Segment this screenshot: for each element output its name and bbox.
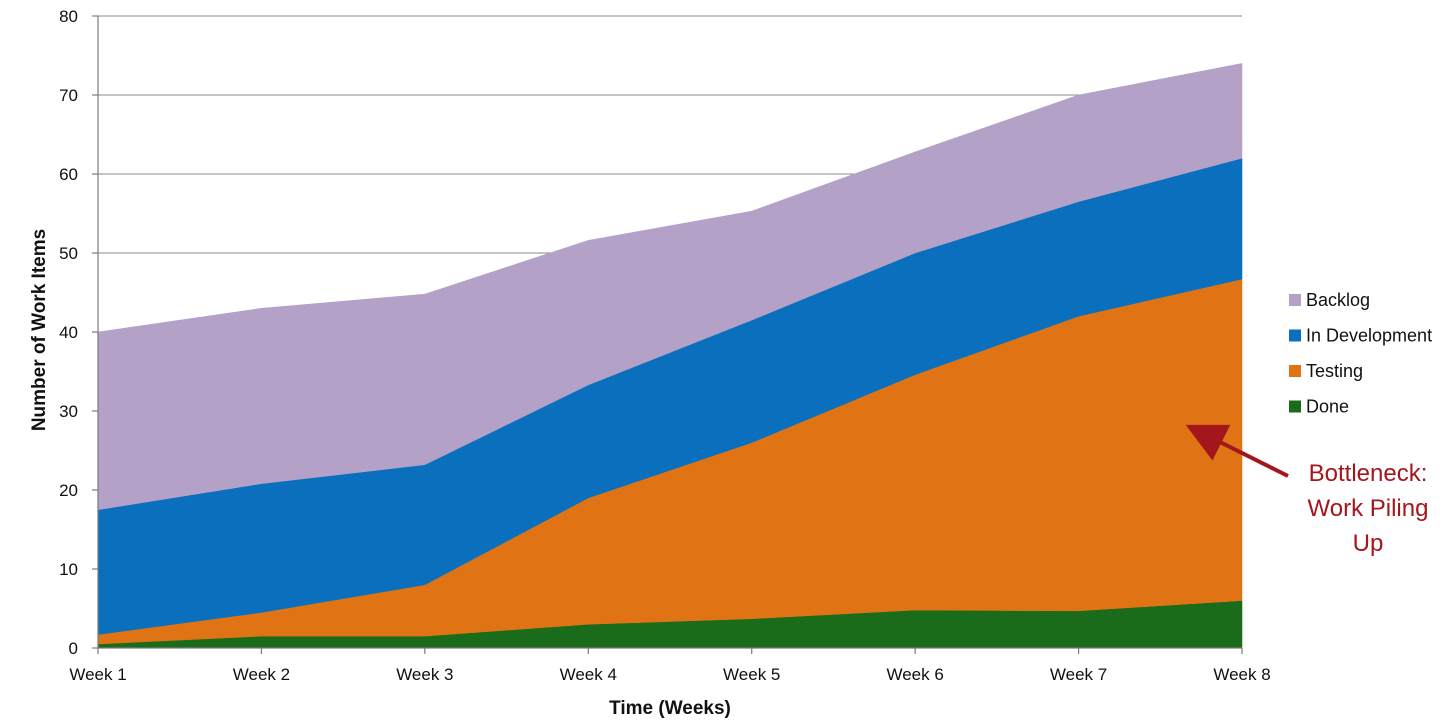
- x-tick-label: Week 2: [233, 665, 290, 684]
- y-axis-title: Number of Work Items: [29, 229, 50, 431]
- y-tick-label: 20: [59, 481, 78, 500]
- annotation-line-3: Up: [1353, 530, 1384, 557]
- x-tick-labels: Week 1 Week 2 Week 3 Week 4 Week 5 Week 6 Week…: [69, 665, 1270, 684]
- legend-swatch-testing: [1289, 365, 1301, 377]
- axes: [92, 15, 1243, 654]
- x-tick-label: Week 1: [69, 665, 126, 684]
- y-tick-labels: 0 10 20 30 40 50 60 70 80: [59, 7, 78, 658]
- legend-label-testing: Testing: [1306, 361, 1363, 381]
- legend-swatch-done: [1289, 400, 1301, 413]
- bottleneck-annotation: Bottleneck: Work Piling Up: [1185, 424, 1429, 557]
- area-backlog: [97, 63, 1243, 511]
- x-tick-label: Week 6: [886, 665, 943, 684]
- annotation-line-2: Work Piling: [1308, 495, 1429, 522]
- y-tick-label: 60: [59, 165, 78, 184]
- legend-swatch-in-development: [1289, 329, 1301, 342]
- x-axis-title: Time (Weeks): [609, 698, 731, 719]
- y-tick-label: 0: [69, 639, 78, 658]
- y-tick-label: 40: [59, 323, 78, 342]
- y-tick-label: 50: [59, 244, 78, 263]
- annotation-arrow: [1185, 424, 1289, 478]
- legend-label-done: Done: [1306, 397, 1349, 417]
- y-tick-label: 30: [59, 402, 78, 421]
- y-tick-label: 10: [59, 560, 78, 579]
- x-tick-label: Week 7: [1050, 665, 1107, 684]
- legend-label-backlog: Backlog: [1306, 290, 1370, 310]
- x-tick-label: Week 4: [560, 665, 617, 684]
- area-series: [97, 63, 1243, 649]
- x-tick-label: Week 5: [723, 665, 780, 684]
- legend-swatch-backlog: [1289, 294, 1301, 306]
- legend: Backlog In Development Testing Done: [1289, 290, 1432, 417]
- x-tick-label: Week 8: [1213, 665, 1270, 684]
- x-tick-label: Week 3: [396, 665, 453, 684]
- legend-label-in-development: In Development: [1306, 326, 1432, 346]
- y-tick-label: 80: [59, 7, 78, 26]
- annotation-line-1: Bottleneck:: [1309, 460, 1428, 487]
- y-tick-label: 70: [59, 86, 78, 105]
